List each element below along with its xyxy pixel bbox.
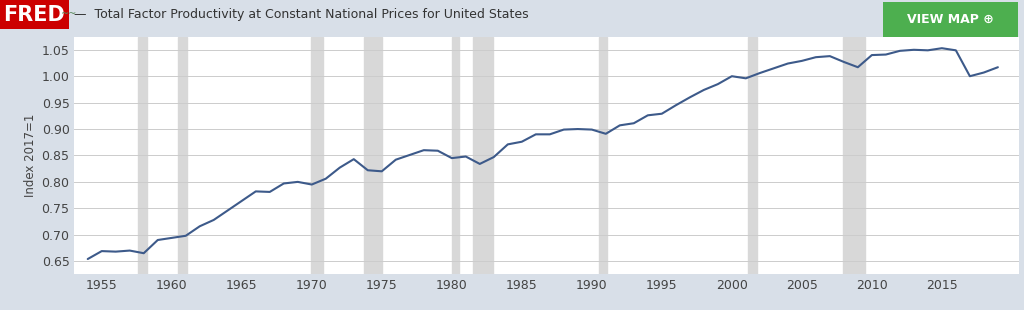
Bar — [473, 37, 493, 274]
Text: ~~: ~~ — [61, 9, 78, 19]
Text: VIEW MAP ⊕: VIEW MAP ⊕ — [907, 13, 993, 25]
Y-axis label: Index 2017=1: Index 2017=1 — [25, 114, 38, 197]
Bar — [452, 37, 459, 274]
Bar — [599, 37, 607, 274]
Bar — [365, 37, 382, 274]
Bar — [749, 37, 758, 274]
Bar — [310, 37, 324, 274]
Text: —  Total Factor Productivity at Constant National Prices for United States: — Total Factor Productivity at Constant … — [74, 8, 528, 21]
Bar — [177, 37, 187, 274]
Bar — [138, 37, 147, 274]
Bar — [843, 37, 865, 274]
Text: FRED: FRED — [3, 5, 65, 25]
